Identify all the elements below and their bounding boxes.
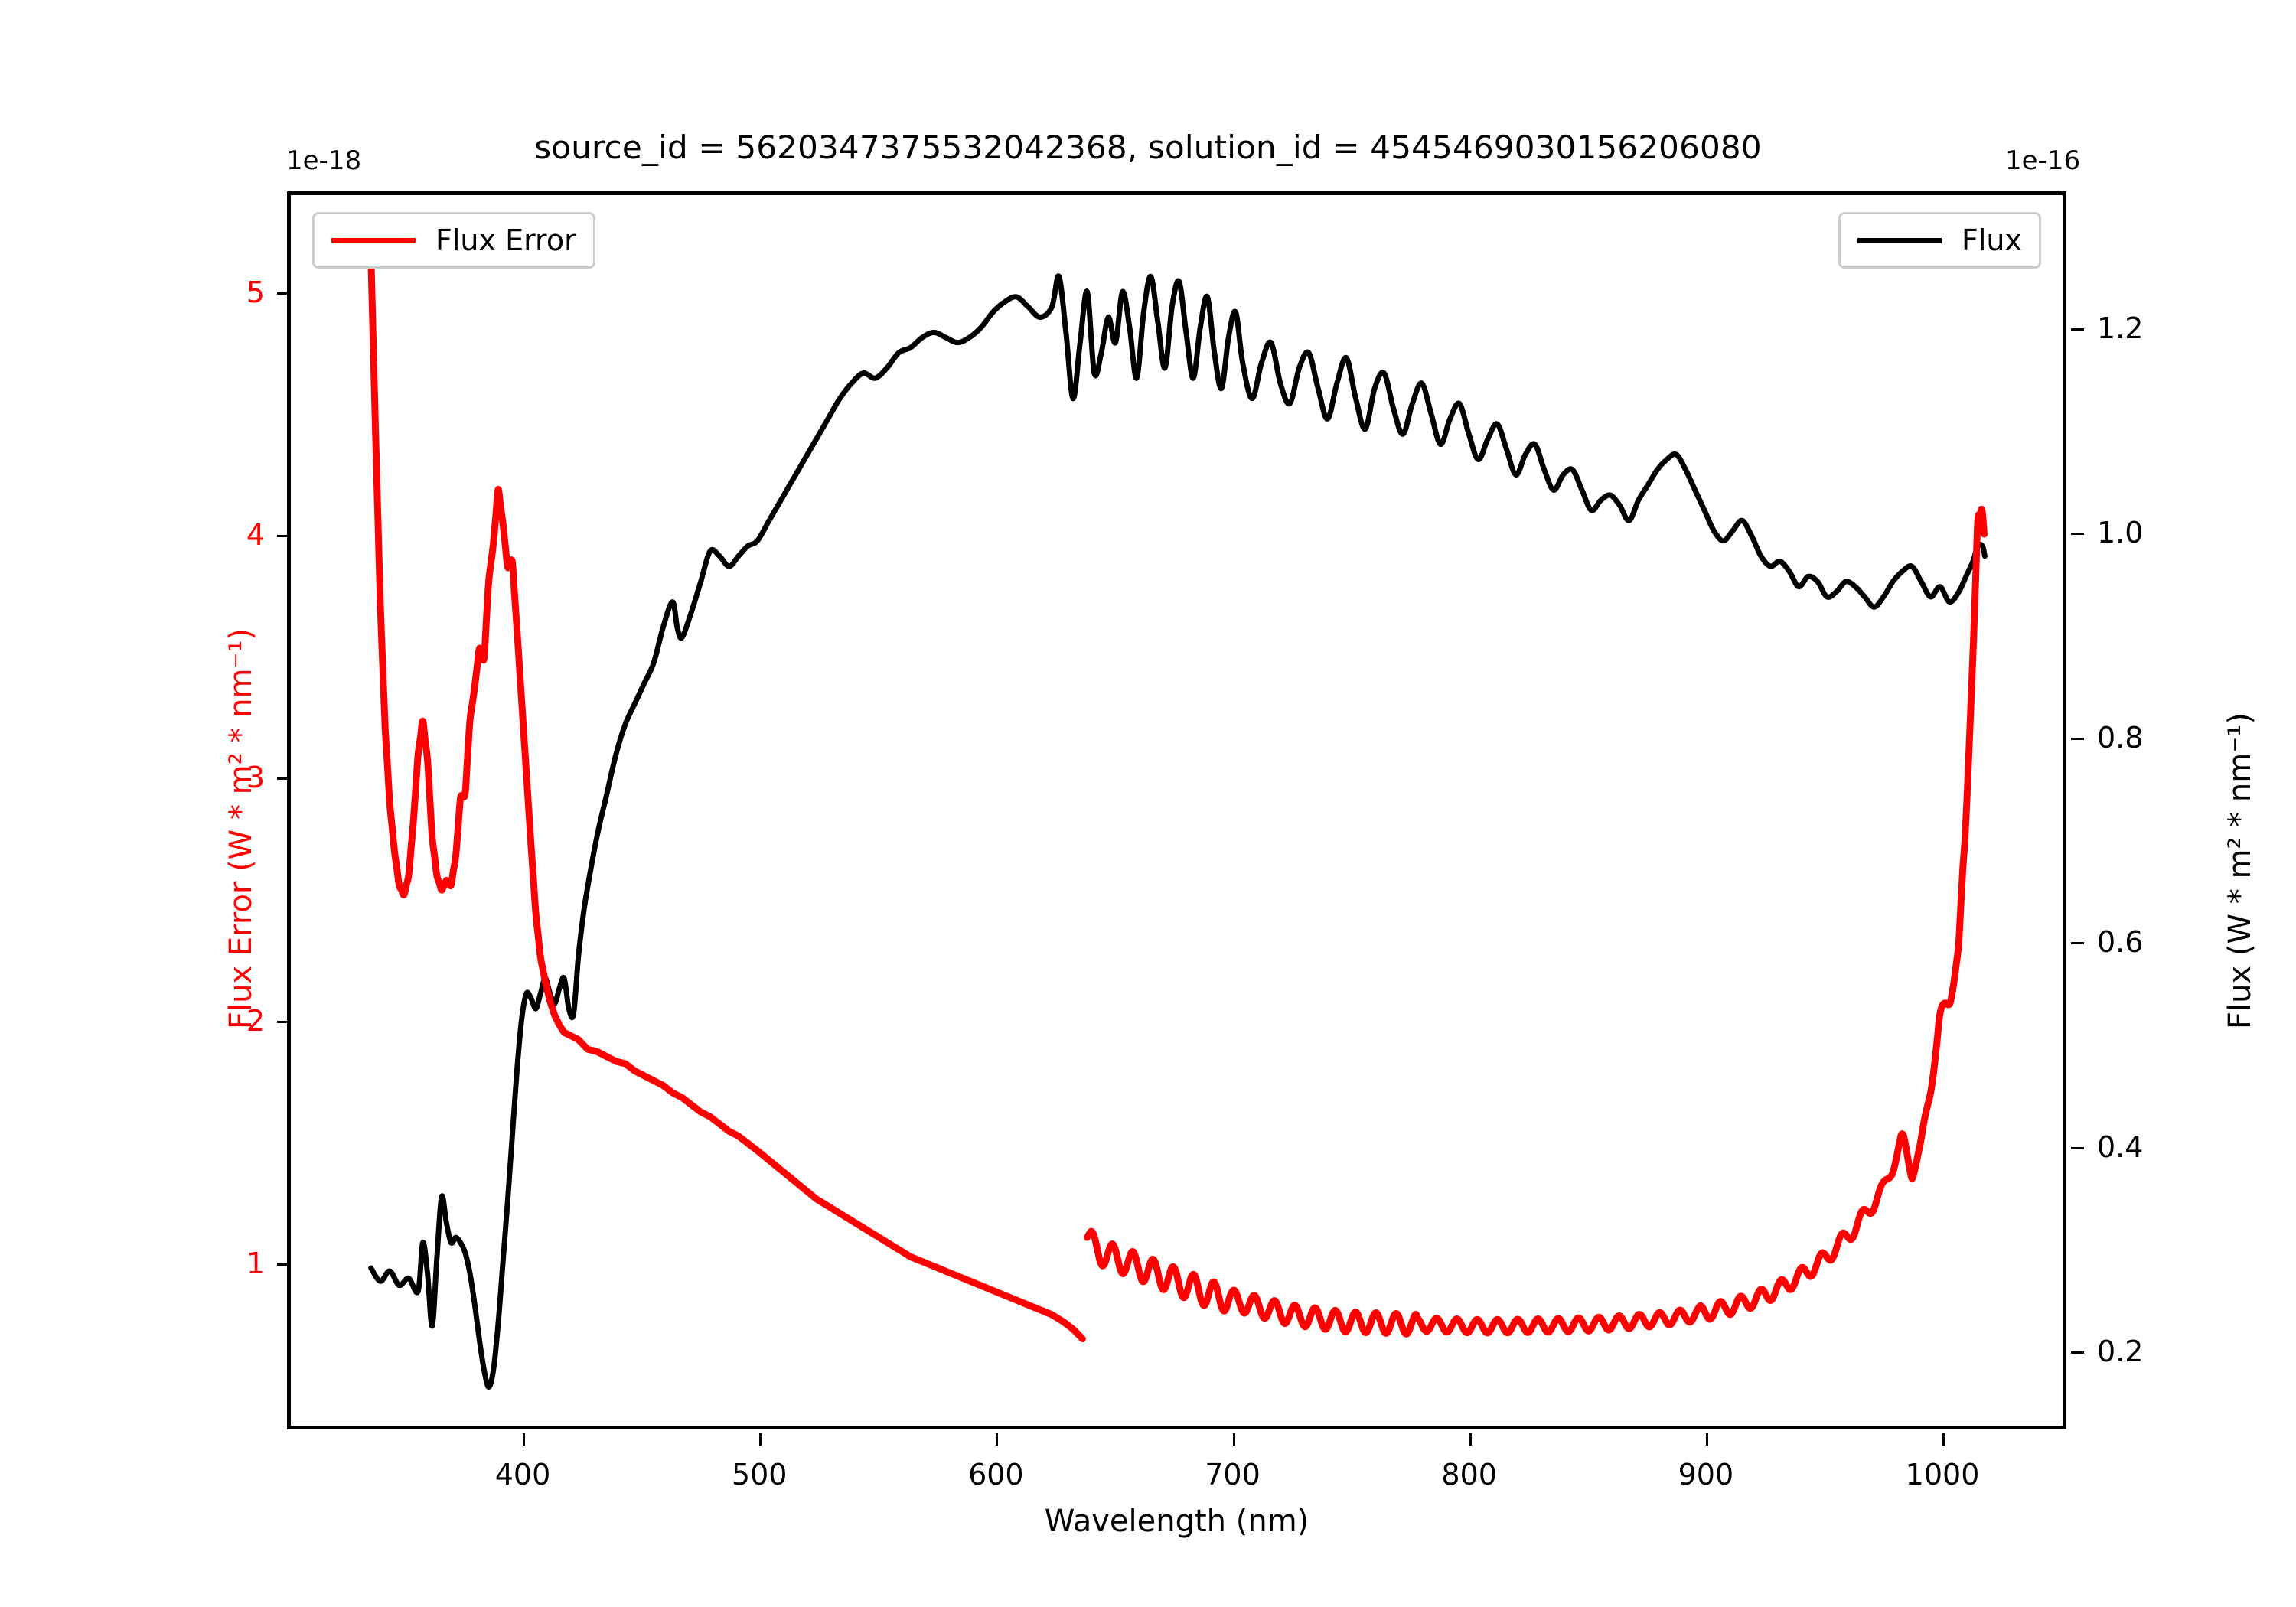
left-y-tick-3 xyxy=(277,777,290,781)
right-y-tick-0.2 xyxy=(2071,1351,2084,1354)
x-tick-400 xyxy=(522,1433,525,1446)
left-y-tick-2 xyxy=(277,1020,290,1023)
left-y-tick-label-3: 3 xyxy=(246,761,265,795)
x-tick-1000 xyxy=(1942,1433,1945,1446)
x-tick-label-700: 700 xyxy=(1205,1458,1261,1491)
right-y-tick-0.4 xyxy=(2071,1146,2084,1149)
x-tick-700 xyxy=(1232,1433,1235,1446)
plot-svg xyxy=(367,252,1988,1390)
x-tick-label-800: 800 xyxy=(1441,1458,1497,1491)
right-y-tick-label-0.8: 0.8 xyxy=(2097,720,2144,755)
right-y-tick-label-0.4: 0.4 xyxy=(2097,1129,2144,1164)
legend-label-flux: Flux xyxy=(1962,223,2022,257)
right-y-tick-1 xyxy=(2071,533,2084,536)
left-y-tick-label-5: 5 xyxy=(246,275,265,309)
right-y-tick-label-0.2: 0.2 xyxy=(2097,1335,2144,1369)
legend-label-flux-error: Flux Error xyxy=(435,223,576,257)
x-tick-900 xyxy=(1705,1433,1708,1446)
x-tick-600 xyxy=(996,1433,999,1446)
x-axis-label: Wavelength (nm) xyxy=(1044,1504,1309,1539)
x-tick-label-600: 600 xyxy=(968,1458,1024,1491)
x-tick-label-900: 900 xyxy=(1678,1458,1734,1491)
left-y-tick-label-2: 2 xyxy=(246,1003,265,1038)
x-tick-500 xyxy=(759,1433,762,1446)
flux-line xyxy=(368,273,1988,1390)
left-axis-offset-label: 1e-18 xyxy=(286,145,362,176)
right-y-tick-label-0.6: 0.6 xyxy=(2097,925,2144,960)
legend-line-red-icon xyxy=(331,237,416,243)
x-tick-label-500: 500 xyxy=(731,1458,788,1491)
left-y-tick-5 xyxy=(277,292,290,295)
right-y-tick-0.8 xyxy=(2071,737,2084,740)
left-y-tick-4 xyxy=(277,535,290,538)
legend-flux[interactable]: Flux xyxy=(1838,212,2041,269)
right-y-tick-1.2 xyxy=(2071,328,2084,331)
left-y-tick-label-4: 4 xyxy=(246,518,265,553)
right-axis-offset-label: 1e-16 xyxy=(2005,145,2081,176)
left-y-axis-label: Flux Error (W * m² * nm⁻¹) xyxy=(223,627,259,1029)
left-y-tick-1 xyxy=(277,1263,290,1266)
right-y-tick-label-1: 1.0 xyxy=(2097,516,2144,550)
flux-error-line xyxy=(367,252,1988,1342)
legend-line-black-icon xyxy=(1857,237,1942,243)
x-tick-label-1000: 1000 xyxy=(1905,1458,1980,1491)
plot-area: Flux Error Flux 400 500 600 700 800 900 1000 1… xyxy=(246,191,2143,1491)
right-y-axis-label: Flux (W * m² * nm⁻¹) xyxy=(2223,712,2258,1029)
x-tick-label-400: 400 xyxy=(494,1458,551,1491)
right-y-tick-0.6 xyxy=(2071,942,2084,945)
left-y-tick-label-1: 1 xyxy=(246,1246,265,1280)
right-y-tick-label-1.2: 1.2 xyxy=(2097,311,2144,345)
legend-flux-error[interactable]: Flux Error xyxy=(312,212,595,269)
x-tick-800 xyxy=(1469,1433,1472,1446)
chart-title: source_id = 5620347375532042368, solutio… xyxy=(534,129,1762,166)
